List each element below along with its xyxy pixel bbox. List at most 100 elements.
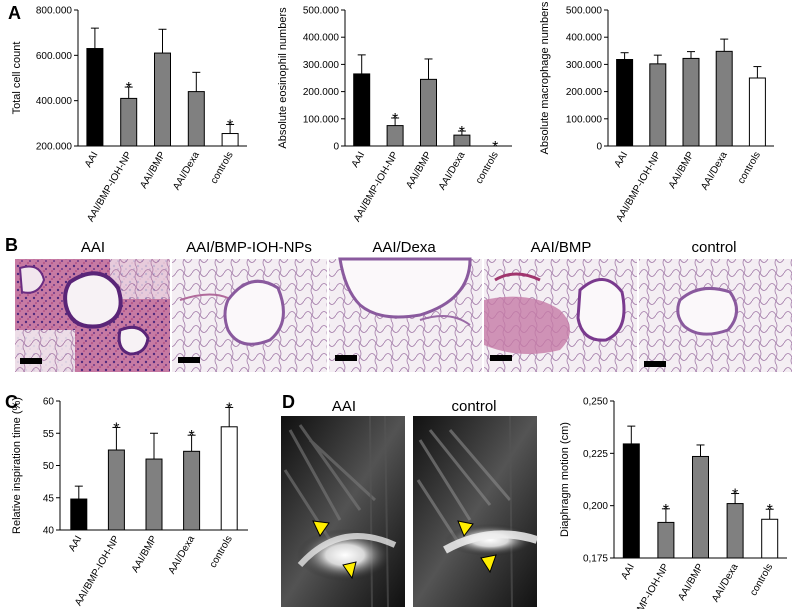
mri-image-aai <box>281 415 405 608</box>
significance-star: * <box>126 80 132 97</box>
category-label-aai-dexa: AAI/Dexa <box>437 150 468 192</box>
bar-aai-bmp <box>420 78 437 147</box>
category-label-aai: AAI <box>67 534 85 553</box>
significance-star: * <box>392 111 398 128</box>
y-tick-label: 0,250 <box>583 397 608 408</box>
significance-star: * <box>492 139 498 156</box>
histology-label-dexa: AAI/Dexa <box>372 239 436 256</box>
bar-controls <box>761 518 779 559</box>
bar-aai <box>353 73 371 147</box>
histology-image-dexa <box>329 257 482 372</box>
category-label-aai: AAI <box>83 150 101 169</box>
bar-controls <box>220 426 238 531</box>
histology-label-aai: AAI <box>81 239 105 256</box>
mri-label-control: control <box>451 398 496 415</box>
panel-letter-b: B <box>5 235 18 255</box>
significance-star: * <box>767 502 773 519</box>
bar-aai-bmp-ioh-np <box>649 63 667 147</box>
histology-label-bmp-ioh-nps: AAI/BMP-IOH-NPs <box>186 239 312 256</box>
category-label-aai: AAI <box>613 150 631 169</box>
bar-aai-bmp-ioh-np <box>386 125 404 147</box>
y-axis-title: Absolute macrophage numbers <box>539 1 551 154</box>
bar-aai-dexa <box>187 91 205 147</box>
y-tick-label: 55 <box>43 429 55 440</box>
category-label-aai-bmp: AAI/BMP <box>130 534 160 575</box>
y-tick-label: 40 <box>43 526 55 537</box>
bar-aai-bmp-ioh-np <box>120 97 138 147</box>
y-tick-label: 45 <box>43 493 55 504</box>
histology-image-control <box>639 259 792 372</box>
arrowhead-icon <box>457 520 474 538</box>
y-tick-label: 60 <box>43 397 55 408</box>
bar-aai-dexa <box>726 503 744 559</box>
bar-aai <box>86 48 104 147</box>
y-tick-label: 300.000 <box>303 60 340 71</box>
category-label-controls: controls <box>748 562 775 598</box>
bar-controls <box>748 77 766 147</box>
y-tick-label: 200.000 <box>303 87 340 98</box>
arrowhead-icon <box>480 554 497 574</box>
chart-diaphragm-motion: 0,175 0,200 0,225 0,250 Diaphragm motion (cm… <box>559 397 787 609</box>
category-label-aai-bmp: AAI/BMP <box>138 150 168 191</box>
chart-eosinophil-numbers: 0 100.000 200.000 300.000 400.000 500.000 Abso… <box>277 6 512 224</box>
significance-star: * <box>227 117 233 134</box>
y-tick-label: 0,225 <box>583 449 608 460</box>
mri-label-aai: AAI <box>332 398 356 415</box>
chart-total-cell-count: 200.000 400.000 600.000 800.000 Total cell c… <box>11 6 247 224</box>
y-tick-label: 500.000 <box>303 6 340 17</box>
category-label-aai-dexa: AAI/Dexa <box>167 534 198 576</box>
significance-star: * <box>226 400 232 417</box>
histology-label-bmp: AAI/BMP <box>531 239 592 256</box>
arrowhead-icon <box>312 520 330 538</box>
y-tick-label: 0 <box>596 142 602 153</box>
category-label-aai: AAI <box>619 562 637 581</box>
y-tick-label: 500.000 <box>566 6 603 17</box>
category-label-aai-bmp: AAI/BMP <box>676 562 706 603</box>
y-tick-label: 100.000 <box>566 114 603 125</box>
bar-aai-bmp <box>692 455 709 559</box>
y-axis-title: Absolute eosinophil numbers <box>277 7 289 149</box>
chart-macrophage-numbers: 0 100.000 200.000 300.000 400.000 500.000 Abso… <box>539 1 774 224</box>
y-tick-label: 50 <box>43 461 55 472</box>
panel-letter-d: D <box>282 392 295 412</box>
y-tick-label: 400.000 <box>566 33 603 44</box>
y-tick-label: 0,175 <box>583 554 608 565</box>
bar-controls <box>221 133 239 147</box>
category-label-aai-dexa: AAI/Dexa <box>699 150 730 192</box>
bar-aai <box>622 443 640 559</box>
y-tick-label: 400.000 <box>36 96 73 107</box>
bar-aai-bmp <box>154 52 171 147</box>
y-axis-title: Relative inspiration time (%) <box>11 397 23 534</box>
histology-image-aai <box>15 259 170 372</box>
chart-relative-inspiration-time: 40 45 50 55 60 Relative inspiration time (%) A… <box>11 397 248 608</box>
bar-aai-bmp-ioh-np <box>107 449 125 531</box>
significance-star: * <box>188 428 194 445</box>
significance-star: * <box>663 502 669 519</box>
y-axis-title: Total cell count <box>11 42 23 115</box>
mri-image-control <box>413 415 539 608</box>
y-tick-label: 300.000 <box>566 60 603 71</box>
bar-aai-bmp <box>145 458 163 531</box>
category-label-aai-dexa: AAI/Dexa <box>171 150 202 192</box>
category-label-aai-dexa: AAI/Dexa <box>710 562 741 604</box>
category-label-aai-bmp: AAI/BMP <box>667 150 697 191</box>
panel-letter-c: C <box>5 392 18 412</box>
arrowhead-icon <box>342 561 357 580</box>
y-tick-label: 200.000 <box>36 142 73 153</box>
bar-aai <box>616 59 634 147</box>
y-tick-label: 100.000 <box>303 114 340 125</box>
y-tick-label: 600.000 <box>36 51 73 62</box>
significance-star: * <box>459 124 465 141</box>
y-tick-label: 200.000 <box>566 87 603 98</box>
category-label-aai: AAI <box>350 150 368 169</box>
y-tick-label: 0,200 <box>583 501 608 512</box>
category-label-controls: controls <box>209 150 236 186</box>
bar-aai-bmp-ioh-np <box>657 521 675 559</box>
category-label-controls: controls <box>474 150 501 186</box>
bar-aai-dexa <box>183 450 201 531</box>
category-label-controls: controls <box>736 150 763 186</box>
y-tick-label: 400.000 <box>303 33 340 44</box>
y-tick-label: 800.000 <box>36 6 73 17</box>
bar-aai <box>70 498 88 531</box>
